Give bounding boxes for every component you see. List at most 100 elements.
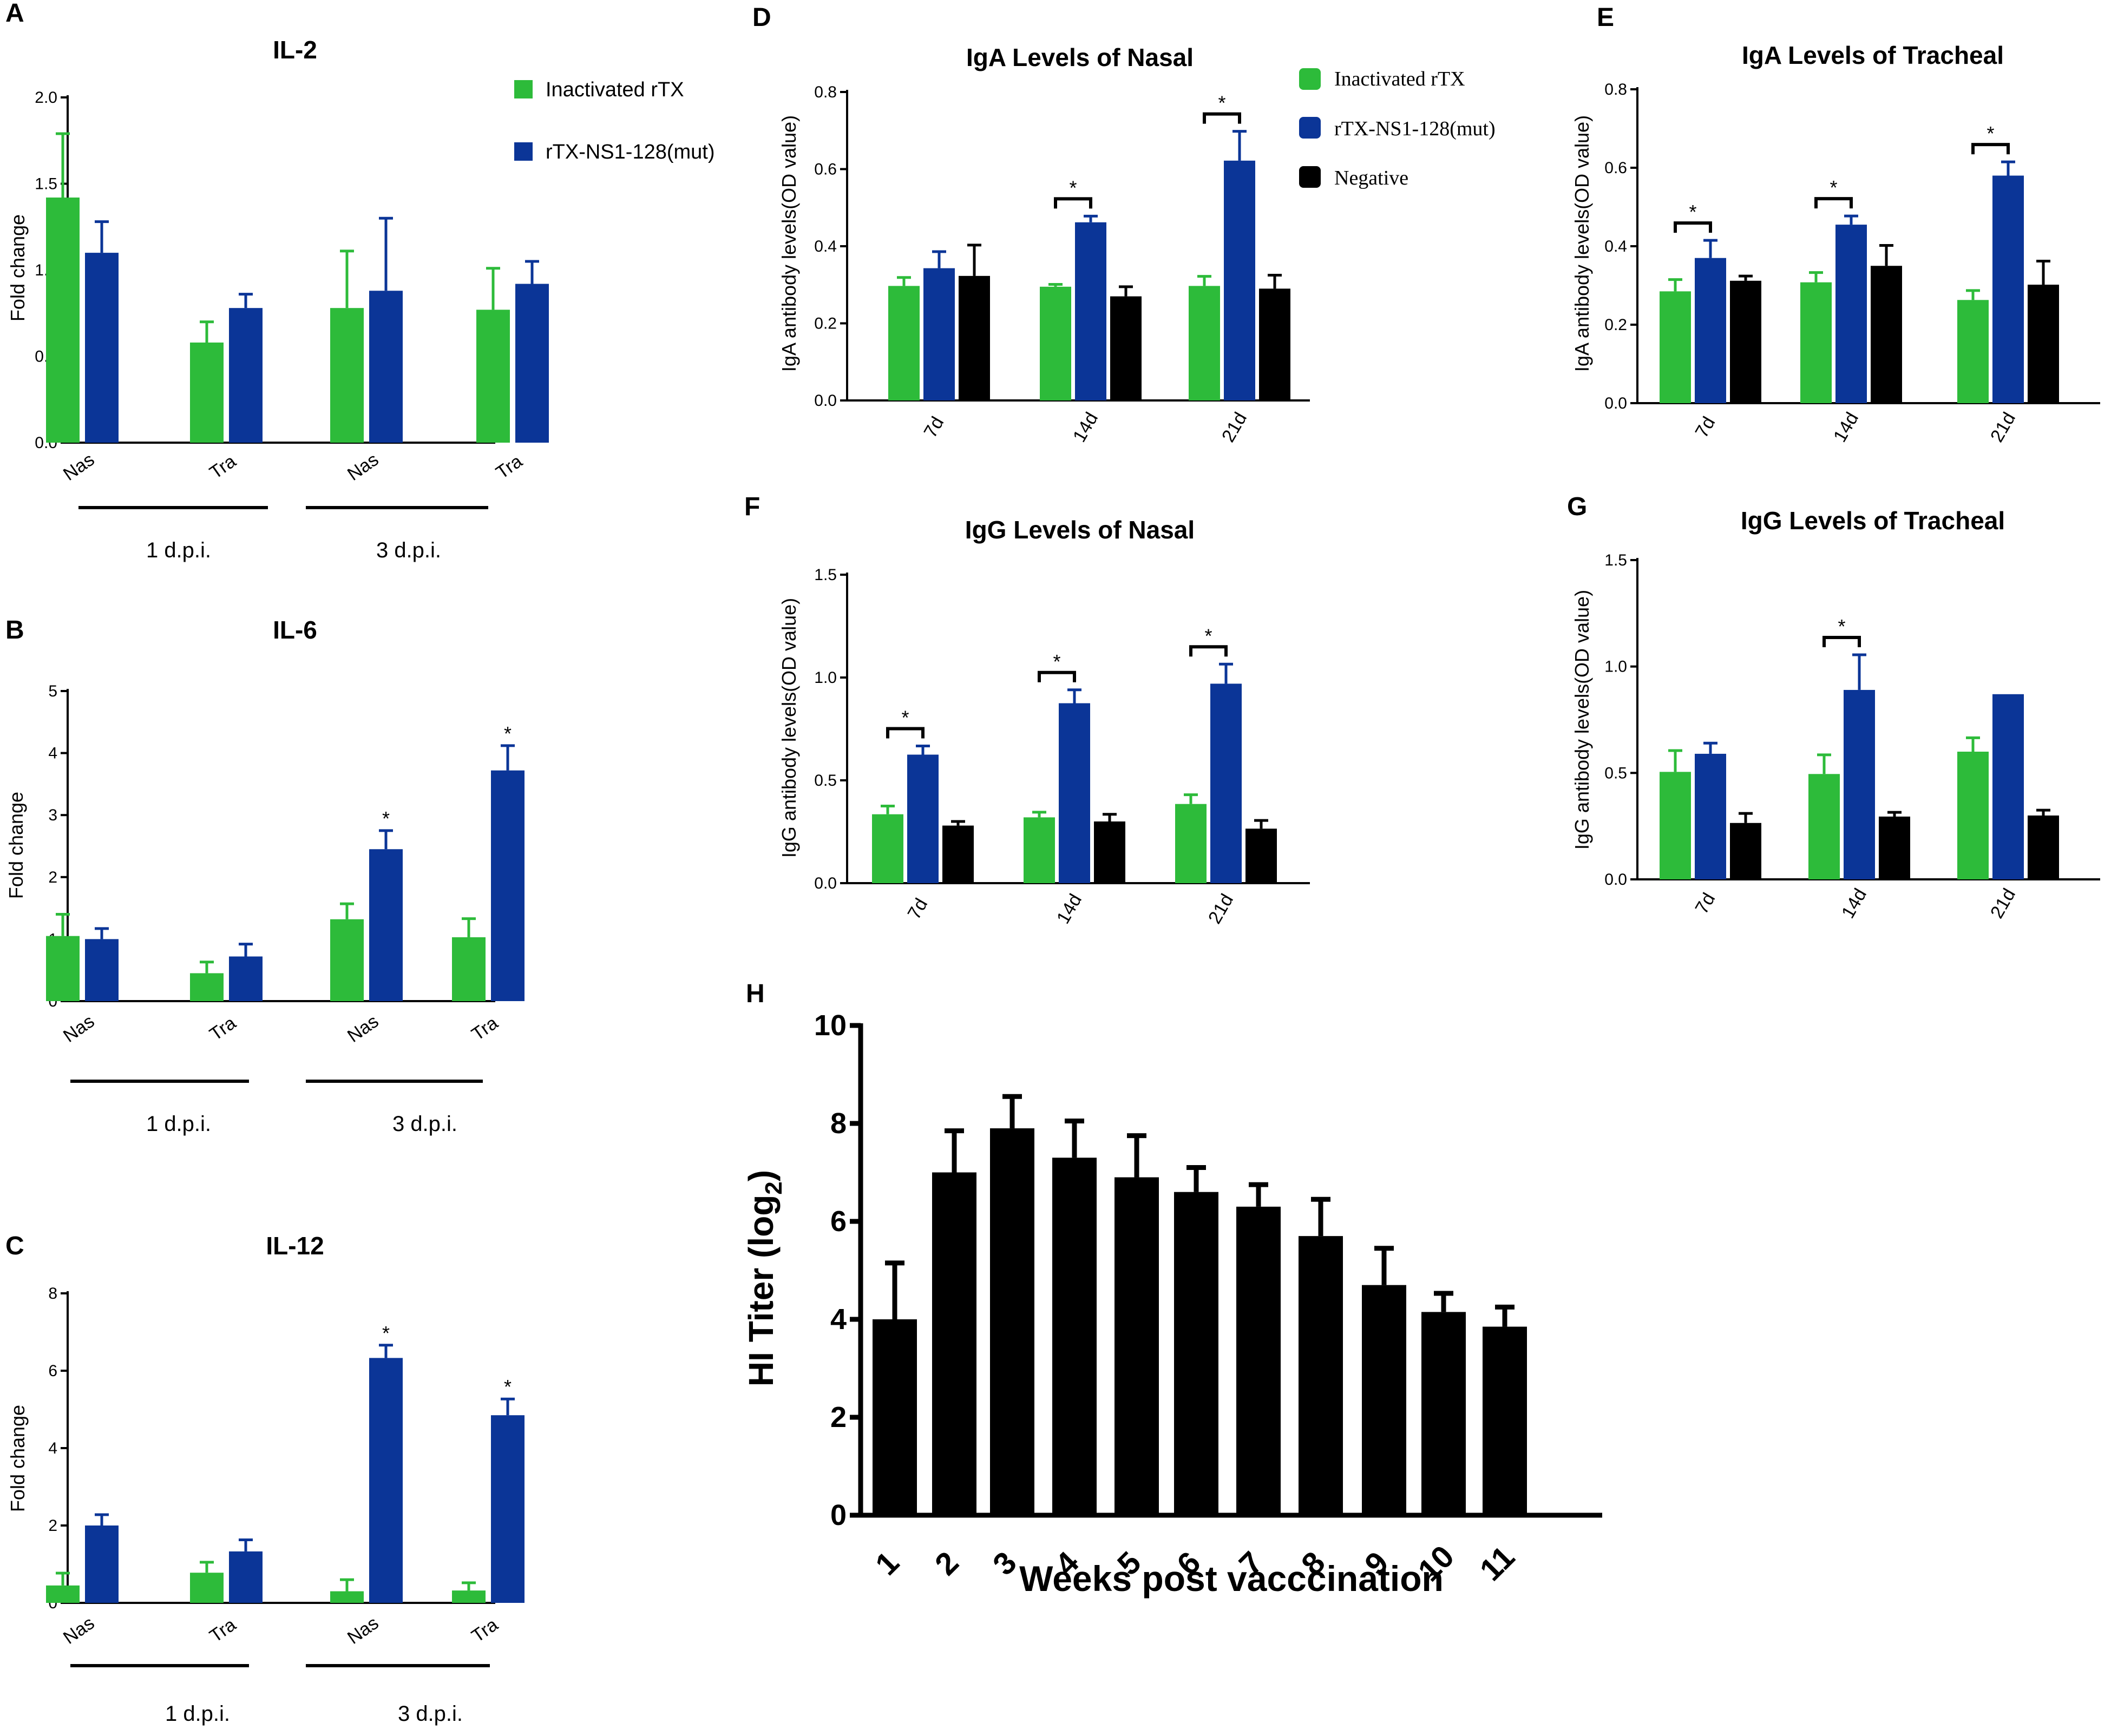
significance-bracket-d-2	[1203, 112, 1241, 124]
panel-f-igg-nasal: F IgG Levels of Nasal IgG antibody level…	[744, 492, 1310, 928]
y-tick-label-b-2: 2	[48, 869, 57, 886]
x-tick-label-h-0: 1	[869, 1545, 906, 1582]
bar-a-s1-0	[85, 253, 119, 443]
x-tick-label-c-2: Nas	[344, 1613, 382, 1648]
panel-letter-b: B	[5, 616, 24, 645]
y-tick-label-g-2: 1.0	[1604, 658, 1627, 676]
legend-label-inactivated: Inactivated rTX	[1334, 68, 1465, 90]
chart-title-g: IgG Levels of Tracheal	[1741, 507, 2005, 535]
y-axis-label-h-main: HI Titer (log	[742, 1195, 781, 1386]
bar-h-s0-4	[1114, 1177, 1159, 1515]
y-tick-label-h-4: 8	[830, 1107, 847, 1140]
bar-c-s1-3	[491, 1415, 525, 1603]
x-tick-label-h-10: 11	[1473, 1540, 1522, 1588]
x-tick-label-a-1: Tra	[206, 451, 240, 483]
bar-f-s1-2	[1210, 683, 1242, 883]
bar-g-s1-0	[1695, 753, 1726, 879]
bar-a-s1-1	[229, 308, 263, 443]
y-tick-label-a-4: 2.0	[35, 89, 57, 107]
y-tick-label-c-1: 2	[48, 1517, 57, 1535]
panel-b-il6: B IL-6 Fold change 012345NasTraNasTra**1…	[5, 616, 525, 1136]
bar-h-s0-5	[1174, 1192, 1218, 1515]
bar-d-s1-1	[1075, 222, 1106, 400]
bar-a-s0-2	[330, 308, 364, 443]
bar-c-s0-3	[452, 1590, 486, 1603]
chart-title-e: IgA Levels of Tracheal	[1742, 41, 2004, 69]
bar-c-s1-0	[85, 1525, 119, 1603]
bar-a-s0-0	[46, 198, 80, 443]
bar-h-s0-9	[1421, 1312, 1466, 1515]
bar-b-s0-0	[46, 936, 80, 1001]
x-tick-label-c-0: Nas	[60, 1613, 98, 1648]
bar-h-s0-3	[1052, 1158, 1097, 1515]
panel-letter-a: A	[5, 0, 24, 28]
y-tick-label-d-4: 0.8	[814, 83, 837, 101]
bar-f-s0-0	[872, 814, 903, 883]
legend-label-inactivated-a: Inactivated rTX	[546, 78, 684, 101]
plot-area-g: 0.0 0.5 1.0 1.5 7d 14d 21d *	[1604, 551, 2100, 922]
bar-e-s2-0	[1730, 280, 1761, 403]
group-label-c-0: 1 d.p.i.	[165, 1702, 230, 1726]
significance-star-c-3: *	[504, 1376, 512, 1398]
x-tick-label-b-1: Tra	[206, 1012, 240, 1045]
x-tick-label-e-1: 14d	[1830, 409, 1863, 445]
bar-h-s0-7	[1299, 1236, 1343, 1515]
y-axis-label-a: Fold change	[6, 214, 29, 321]
y-tick-label-b-4: 4	[48, 745, 57, 762]
bar-g-s2-1	[1879, 816, 1910, 879]
bar-e-s0-2	[1957, 300, 1989, 403]
panel-letter-e: E	[1597, 3, 1614, 32]
chart-title-c: IL-12	[266, 1232, 324, 1260]
y-axis-label-g: IgG antibody levels(OD value)	[1571, 590, 1593, 850]
y-tick-label-h-1: 2	[830, 1401, 847, 1433]
y-tick-label-f-2: 1.0	[814, 669, 837, 687]
panel-d-iga-nasal: D IgA Levels of Nasal IgA antibody level…	[752, 3, 1496, 446]
y-axis-label-h-sub: 2	[761, 1181, 787, 1194]
x-tick-label-b-2: Nas	[344, 1011, 382, 1047]
bar-f-s2-1	[1094, 821, 1125, 883]
bar-c-s1-2	[369, 1358, 403, 1603]
panel-letter-d: D	[752, 3, 771, 32]
bar-e-s0-0	[1660, 291, 1691, 403]
x-tick-label-b-3: Tra	[468, 1012, 502, 1045]
bar-e-s0-1	[1800, 282, 1832, 403]
y-tick-label-a-3: 1.5	[35, 175, 57, 193]
significance-star-b-2: *	[382, 807, 390, 830]
group-label-b-0: 1 d.p.i.	[146, 1112, 211, 1136]
y-tick-label-e-4: 0.8	[1604, 81, 1627, 98]
significance-bracket-e-0	[1674, 221, 1712, 233]
bar-g-s1-2	[1992, 694, 2024, 879]
x-tick-label-f-1: 14d	[1053, 890, 1086, 927]
panel-a-il2: A IL-2 Fold change 0.00.51.01.52.0NasTra…	[5, 0, 715, 562]
bar-h-s0-1	[932, 1172, 976, 1515]
bar-a-s0-1	[190, 342, 224, 443]
bar-g-s0-0	[1660, 772, 1691, 879]
bar-c-s0-1	[190, 1573, 224, 1603]
y-tick-label-b-3: 3	[48, 806, 57, 824]
panel-letter-h: H	[746, 979, 765, 1008]
x-tick-label-f-0: 7d	[904, 895, 932, 923]
x-tick-label-f-2: 21d	[1204, 890, 1237, 927]
y-tick-label-c-4: 8	[48, 1285, 57, 1303]
bar-h-s0-6	[1236, 1206, 1281, 1515]
plot-area-d: 0.0 0.2 0.4 0.6 0.8 7d 14d 21d * *	[814, 83, 1310, 446]
y-axis-label-b: Fold change	[5, 792, 27, 899]
bar-g-s2-0	[1730, 823, 1761, 879]
panel-e-iga-tracheal: E IgA Levels of Tracheal IgA antibody le…	[1571, 3, 2100, 446]
bar-e-s1-0	[1695, 258, 1726, 403]
y-tick-label-h-5: 10	[814, 1009, 847, 1042]
bar-h-s0-10	[1483, 1326, 1527, 1515]
y-tick-label-d-0: 0.0	[814, 392, 837, 410]
y-axis-label-f: IgG antibody levels(OD value)	[778, 598, 800, 858]
bar-d-s1-0	[923, 268, 955, 400]
panel-letter-f: F	[744, 492, 760, 521]
panel-h-hi-titer: H HI Titer (log2) Weeks post vacccinatio…	[742, 979, 1602, 1599]
y-axis-label-d: IgA antibody levels(OD value)	[778, 115, 800, 372]
group-label-a-0: 1 d.p.i.	[146, 538, 211, 562]
bar-h-s0-2	[990, 1128, 1034, 1515]
bar-g-s0-2	[1957, 752, 1989, 879]
x-tick-label-d-1: 14d	[1069, 409, 1102, 445]
significance-bracket-e-2	[1971, 143, 2010, 155]
bar-a-s0-3	[476, 310, 510, 443]
